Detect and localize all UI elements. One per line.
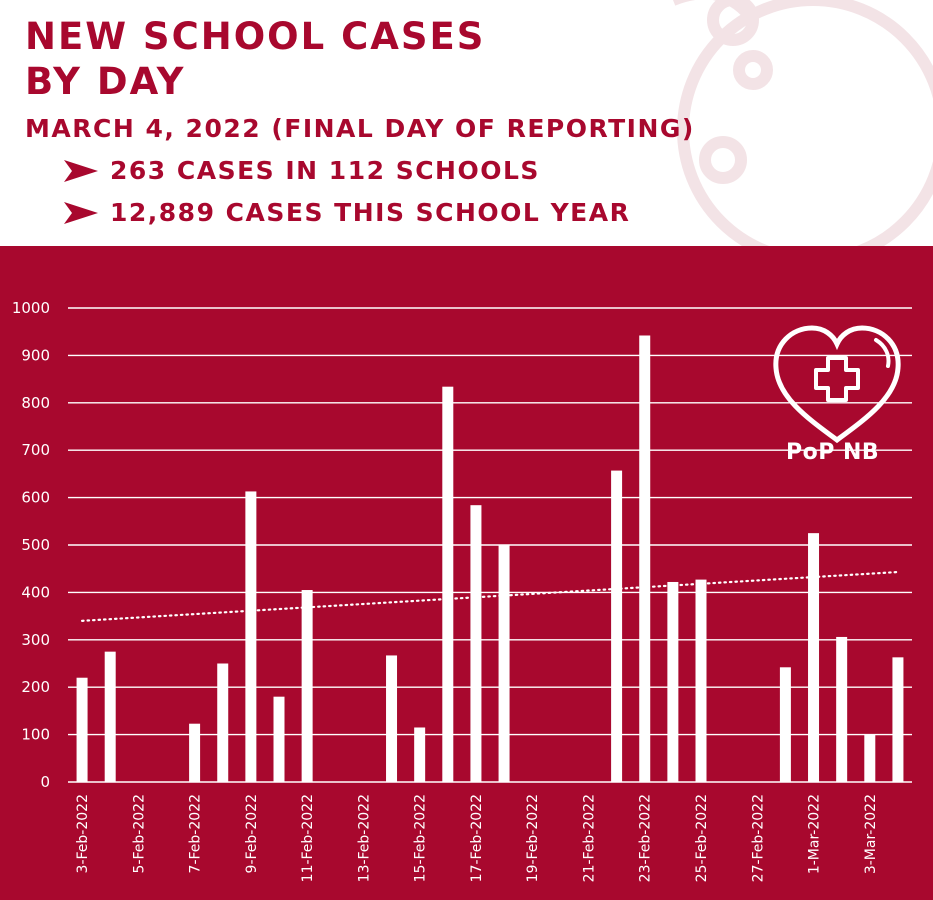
bar <box>639 335 651 782</box>
title-line-1: NEW SCHOOL CASES <box>25 15 486 58</box>
x-tick-label: 3-Mar-2022 <box>863 794 879 874</box>
virus-watermark-icon <box>673 0 933 246</box>
x-tick-label: 5-Feb-2022 <box>131 794 147 873</box>
bar <box>273 696 285 782</box>
bar <box>189 723 201 782</box>
x-tick-label: 27-Feb-2022 <box>750 794 766 882</box>
bar <box>217 663 229 782</box>
y-tick-label: 1000 <box>12 299 50 317</box>
page-title: NEW SCHOOL CASES BY DAY <box>25 14 485 104</box>
y-tick-label: 300 <box>21 631 50 649</box>
x-tick-label: 21-Feb-2022 <box>581 794 597 882</box>
x-tick-label: 19-Feb-2022 <box>525 794 541 882</box>
title-line-2: BY DAY <box>25 60 186 103</box>
y-tick-label: 600 <box>21 489 50 507</box>
y-tick-label: 400 <box>21 583 50 601</box>
y-tick-label: 200 <box>21 678 50 696</box>
bullet-item-cases-year: 12,889 CASES THIS SCHOOL YEAR <box>62 198 630 227</box>
bullet-text: 12,889 CASES THIS SCHOOL YEAR <box>110 198 631 227</box>
bar <box>104 651 116 782</box>
bar <box>301 590 313 782</box>
x-tick-label: 23-Feb-2022 <box>638 794 654 882</box>
bar <box>414 727 426 782</box>
arrow-icon <box>64 159 98 182</box>
bar <box>245 491 257 782</box>
bar <box>695 579 707 782</box>
y-tick-label: 500 <box>21 536 50 554</box>
y-tick-label: 800 <box>21 394 50 412</box>
bar <box>836 636 848 782</box>
x-tick-label: 15-Feb-2022 <box>413 794 429 882</box>
y-tick-label: 0 <box>40 773 50 791</box>
logo-text: PoP NB <box>786 440 880 465</box>
bullet-text: 263 CASES IN 112 SCHOOLS <box>110 156 540 185</box>
heart-plus-icon <box>773 325 901 444</box>
bar <box>864 734 876 782</box>
trendline <box>80 570 900 622</box>
header-fade <box>0 246 933 276</box>
bar <box>76 677 88 782</box>
bar <box>386 655 398 782</box>
y-tick-label: 100 <box>21 726 50 744</box>
bar <box>667 581 679 782</box>
x-tick-label: 25-Feb-2022 <box>694 794 710 882</box>
x-tick-label: 3-Feb-2022 <box>75 794 91 873</box>
x-tick-label: 1-Mar-2022 <box>807 794 823 874</box>
x-tick-label: 7-Feb-2022 <box>188 794 204 873</box>
arrow-icon <box>64 201 98 224</box>
bar <box>892 657 904 782</box>
x-tick-label: 11-Feb-2022 <box>300 794 316 882</box>
x-tick-label: 13-Feb-2022 <box>356 794 372 882</box>
subtitle: MARCH 4, 2022 (FINAL DAY OF REPORTING) <box>25 114 695 143</box>
y-tick-label: 700 <box>21 441 50 459</box>
bullet-item-cases-schools: 263 CASES IN 112 SCHOOLS <box>62 156 540 185</box>
bar <box>470 505 482 782</box>
y-tick-label: 900 <box>21 346 50 364</box>
x-tick-label: 17-Feb-2022 <box>469 794 485 882</box>
x-tick-label: 9-Feb-2022 <box>244 794 260 873</box>
header: NEW SCHOOL CASES BY DAY MARCH 4, 2022 (F… <box>0 0 933 246</box>
bar <box>442 386 454 782</box>
bar <box>808 533 820 782</box>
bar <box>611 470 623 782</box>
bar <box>498 545 510 782</box>
bar <box>779 667 791 782</box>
